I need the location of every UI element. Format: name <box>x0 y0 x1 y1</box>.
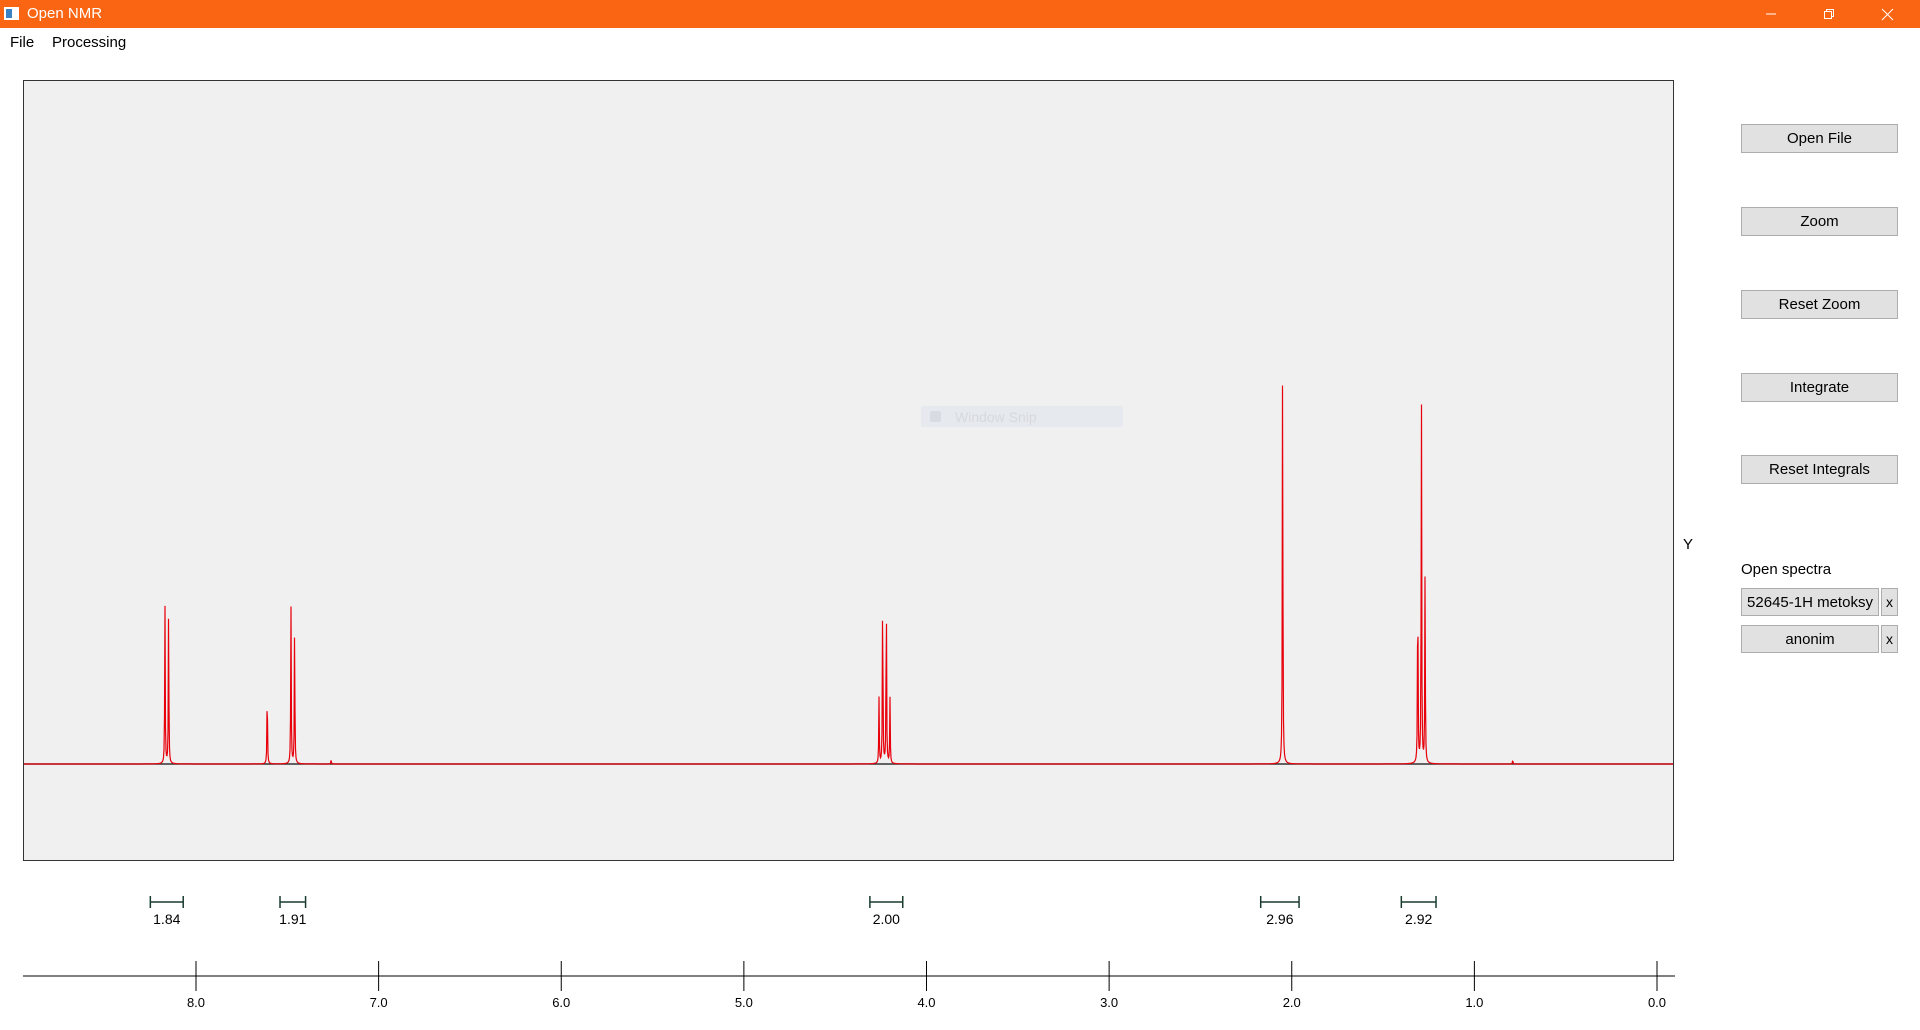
zoom-button[interactable]: Zoom <box>1741 207 1898 236</box>
menu-file[interactable]: File <box>10 34 35 51</box>
x-tick-label: 4.0 <box>917 995 935 1010</box>
y-axis-label: Y <box>1683 536 1694 553</box>
reset-zoom-button[interactable]: Reset Zoom <box>1741 290 1898 319</box>
spectrum-close-button[interactable]: x <box>1881 588 1898 616</box>
x-tick-label: 6.0 <box>552 995 570 1010</box>
spectrum-plot[interactable]: Window Snip <box>23 80 1674 861</box>
menu-bar: File Processing <box>0 28 1920 55</box>
spectrum-line <box>24 385 1673 765</box>
close-window-button[interactable] <box>1858 0 1916 28</box>
integral-label: 2.92 <box>1405 911 1432 927</box>
x-tick-label: 7.0 <box>370 995 388 1010</box>
open-file-button[interactable]: Open File <box>1741 124 1898 153</box>
window-title: Open NMR <box>27 5 103 22</box>
integrate-button[interactable]: Integrate <box>1741 373 1898 402</box>
integral-marker: 2.00 <box>869 896 904 927</box>
x-tick-label: 2.0 <box>1283 995 1301 1010</box>
reset-integrals-button[interactable]: Reset Integrals <box>1741 455 1898 484</box>
integral-label: 1.91 <box>279 911 306 927</box>
integral-label: 1.84 <box>153 911 180 927</box>
x-tick-label: 5.0 <box>735 995 753 1010</box>
integral-marker: 2.92 <box>1400 896 1437 927</box>
x-tick-label: 3.0 <box>1100 995 1118 1010</box>
open-spectra-title: Open spectra <box>1741 561 1832 578</box>
restore-button[interactable] <box>1800 0 1858 28</box>
spectrum-canvas[interactable] <box>24 81 1674 861</box>
integral-label: 2.00 <box>873 911 900 927</box>
menu-processing[interactable]: Processing <box>52 34 127 51</box>
x-tick-label: 8.0 <box>187 995 205 1010</box>
spectrum-item[interactable]: anonim <box>1741 625 1879 653</box>
ppm-axis-area: 1.84 1.91 2.00 2.96 2.92 8.0 7.0 6.0 5.0 4.0 3.0 2.… <box>23 896 1675 1010</box>
integral-marker: 1.84 <box>149 896 184 927</box>
app-icon <box>4 7 19 20</box>
spectrum-item[interactable]: 52645-1H metoksy <box>1741 588 1879 616</box>
minimize-icon <box>1766 13 1776 15</box>
integral-label: 2.96 <box>1266 911 1293 927</box>
spectrum-close-button[interactable]: x <box>1881 625 1898 653</box>
window-snip-watermark: Window Snip <box>921 406 1123 427</box>
integral-marker: 2.96 <box>1259 896 1300 927</box>
integral-marker: 1.91 <box>279 896 307 927</box>
x-tick-label: 0.0 <box>1648 995 1666 1010</box>
close-icon <box>1881 8 1893 20</box>
minimize-button[interactable] <box>1742 0 1800 28</box>
title-bar: Open NMR <box>0 0 1920 28</box>
restore-icon <box>1824 9 1834 19</box>
x-tick-label: 1.0 <box>1465 995 1483 1010</box>
